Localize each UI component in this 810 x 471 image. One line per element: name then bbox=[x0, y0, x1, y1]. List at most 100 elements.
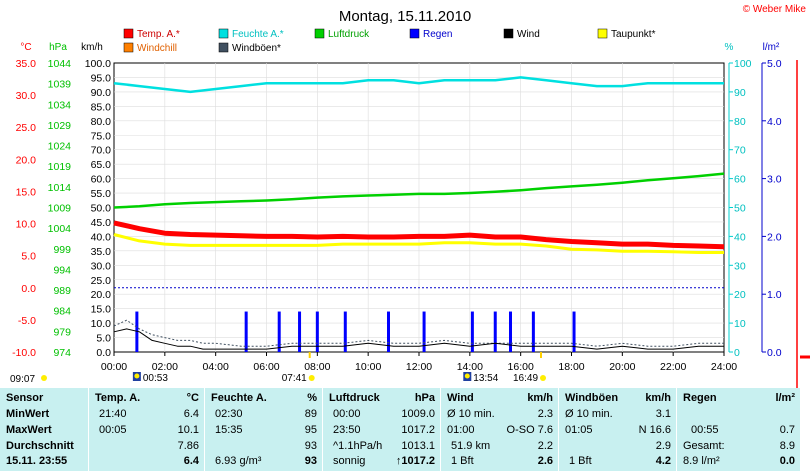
axis-tick-label: 3.0 bbox=[767, 174, 782, 186]
legend-swatch bbox=[597, 28, 608, 39]
table-header-wind: Wind bbox=[447, 392, 474, 404]
table-cell: 1017.2 bbox=[401, 424, 435, 436]
rain-bar bbox=[387, 311, 390, 352]
axis-tick-label: 984 bbox=[53, 306, 71, 318]
axis-tick-label: 994 bbox=[53, 264, 71, 276]
table-cell: N 16.6 bbox=[638, 424, 671, 436]
legend-swatch bbox=[503, 28, 514, 39]
axis-tick-label: 10.0 bbox=[16, 219, 37, 231]
axis-tick-label: 14:00 bbox=[457, 361, 483, 373]
table-cell: 00:00 bbox=[333, 408, 361, 420]
axis-unit-label: °C bbox=[20, 42, 31, 53]
axis-unit-label: % bbox=[725, 42, 734, 53]
axis-tick-label: 90 bbox=[734, 87, 746, 99]
axis-tick-label: 1039 bbox=[48, 79, 72, 91]
table-cell: 01:05 bbox=[565, 424, 593, 436]
axis-tick-label: 2.0 bbox=[767, 231, 782, 243]
table-cell: 00:05 bbox=[99, 424, 127, 436]
table-unit-rain: l/m² bbox=[775, 392, 795, 404]
series-line bbox=[113, 76, 724, 94]
table-col-pressure: Luftdruck hPa 00:00 1009.0 23:50 1017.2 … bbox=[322, 388, 441, 471]
series-line bbox=[113, 233, 724, 254]
axis-tick-label: 0.0 bbox=[21, 283, 36, 295]
table-row-label: MaxWert bbox=[6, 424, 52, 436]
axis-tick-label: 65.0 bbox=[91, 159, 112, 171]
plot-area bbox=[113, 62, 725, 353]
axis-tick-label: 35.0 bbox=[91, 246, 112, 258]
table-cell: ^1.1hPa/h bbox=[333, 440, 383, 452]
axis-tick-label: 30.0 bbox=[16, 90, 37, 102]
table-cell: Ø 10 min. bbox=[565, 408, 613, 420]
legend-swatch bbox=[123, 28, 134, 39]
legend-label: Feuchte A.* bbox=[232, 29, 284, 40]
axis-tick-label: 06:00 bbox=[253, 361, 279, 373]
table-col-gusts: Windböen km/h Ø 10 min. 3.1 01:05 N 16.6… bbox=[558, 388, 677, 471]
series-line bbox=[113, 172, 725, 209]
axis-tick-label: 30.0 bbox=[91, 260, 112, 272]
axis-tick-label: 1044 bbox=[48, 58, 72, 70]
rain-bar bbox=[422, 311, 426, 352]
table-unit-wind: km/h bbox=[527, 392, 553, 404]
table-row-label: 15.11. 23:55 bbox=[6, 455, 68, 467]
rain-bar bbox=[493, 311, 497, 352]
table-header-rain: Regen bbox=[683, 392, 717, 404]
axis-tick-label: 20:00 bbox=[609, 361, 635, 373]
axis-tick-label: 5.0 bbox=[767, 58, 782, 70]
axis-tick-label: 15.0 bbox=[16, 186, 37, 198]
axis-tick-label: 10 bbox=[734, 318, 746, 330]
table-cell: sonnig bbox=[333, 455, 366, 467]
table-cell: 89 bbox=[304, 408, 317, 420]
time-markers: 09:07 00:53 07:41 13:54 16:49 bbox=[10, 30, 810, 388]
legend-label: Luftdruck bbox=[328, 29, 370, 40]
moon-icon bbox=[134, 373, 140, 379]
legend-swatch bbox=[123, 42, 134, 53]
legend-label: Wind bbox=[517, 29, 540, 40]
rain-bar bbox=[470, 311, 474, 352]
legend-label: Windböen* bbox=[232, 43, 281, 54]
axis-tick-label: 75.0 bbox=[91, 130, 112, 142]
rain-bar bbox=[572, 311, 576, 352]
table-cell: 8.9 bbox=[779, 440, 795, 452]
table-cell: 21:40 bbox=[99, 408, 127, 420]
axis-tick-label: 80.0 bbox=[91, 116, 112, 128]
series-line bbox=[113, 328, 724, 350]
axis-tick-label: 90.0 bbox=[91, 87, 112, 99]
legend-swatch bbox=[314, 28, 325, 39]
axis-tick-label: 1034 bbox=[48, 99, 72, 111]
axis-tick-label: 60.0 bbox=[91, 174, 112, 186]
rain-bar bbox=[277, 311, 281, 352]
axis-tick-label: 22:00 bbox=[660, 361, 686, 373]
sun-icon bbox=[540, 375, 546, 381]
table-cell: 00:55 bbox=[691, 424, 719, 436]
table-col-sensor: Sensor MinWert MaxWert Durchschnitt 15.1… bbox=[0, 388, 88, 471]
axis-tick-label: 0.0 bbox=[767, 347, 782, 359]
axis-tick-label: 0.0 bbox=[96, 347, 111, 359]
axis-tick-label: 45.0 bbox=[91, 217, 112, 229]
axis-tick-label: 15.0 bbox=[91, 304, 112, 316]
table-cell: 15:35 bbox=[215, 424, 243, 436]
rain-bar bbox=[531, 311, 535, 352]
table-cell: 2.2 bbox=[537, 440, 553, 452]
rain-bar bbox=[135, 311, 139, 352]
series-line bbox=[113, 220, 725, 250]
table-cell: 02:30 bbox=[215, 408, 243, 420]
rain-bar bbox=[315, 311, 319, 352]
time-marker-label: 16:49 bbox=[513, 373, 538, 384]
weather-chart: Montag, 15.11.2010 © Weber Mike Temp. A.… bbox=[10, 4, 810, 388]
axis-tick-label: 12:00 bbox=[406, 361, 432, 373]
table-cell: Ø 10 min. bbox=[447, 408, 495, 420]
table-unit-pressure: hPa bbox=[414, 392, 435, 404]
axis-tick-label: 100.0 bbox=[85, 58, 111, 70]
table-header-humidity: Feuchte A. bbox=[211, 392, 267, 404]
credit-label: © Weber Mike bbox=[743, 4, 807, 15]
axis-tick-label: 00:00 bbox=[101, 361, 127, 373]
axis-tick-label: 1009 bbox=[48, 203, 72, 215]
axis-tick-label: 40.0 bbox=[91, 231, 112, 243]
axis-tick-label: 999 bbox=[53, 244, 71, 256]
rain-bar bbox=[298, 311, 302, 352]
axis-tick-label: 0 bbox=[734, 347, 740, 359]
axes: °C 35.0 30.0 25.0 20.0 15.0 10.0 5.0 0.0 -5.0 -10.… bbox=[12, 42, 782, 373]
rain-bar bbox=[343, 311, 347, 352]
legend-label: Taupunkt* bbox=[611, 29, 656, 40]
axis-tick-label: 70 bbox=[734, 145, 746, 157]
